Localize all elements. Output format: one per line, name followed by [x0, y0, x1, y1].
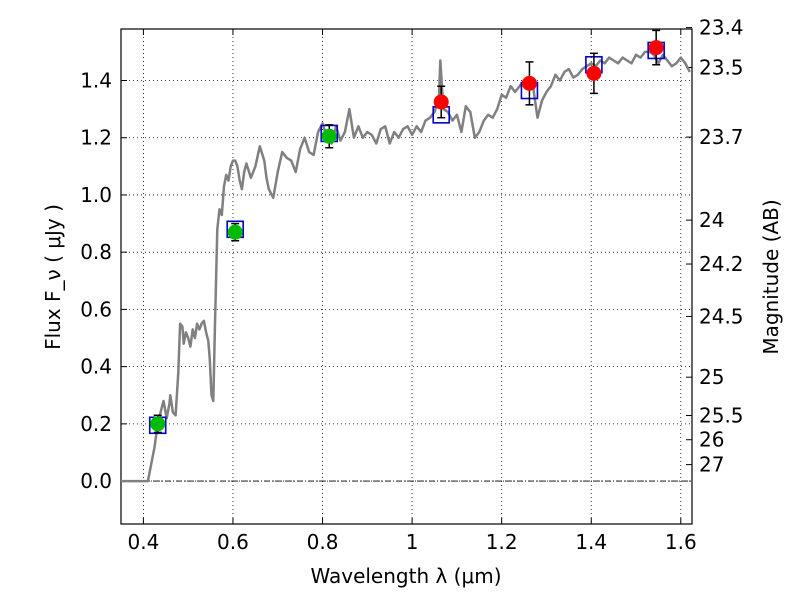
observed-flux-point-red: [433, 94, 449, 110]
y-axis-ticks: 0.0 0.2 0.4 0.6 0.8 1.0 1.2 1.4: [80, 69, 127, 493]
magnitude-tick-label: 24.2: [699, 252, 744, 276]
right-axis-label: Magnitude (AB): [759, 199, 783, 354]
magnitude-tick-label: 25: [699, 365, 724, 389]
magnitude-tick-label: 23.5: [699, 56, 744, 80]
x-tick-label: 0.6: [217, 530, 249, 554]
y-tick-label: 0.8: [80, 240, 112, 264]
x-axis-ticks: 0.4 0.6 0.8 1 1.2 1.4 1.6: [127, 29, 697, 554]
photometry-points: [148, 29, 665, 435]
model-spectrum-layer: [121, 50, 691, 483]
observed-flux-point-red: [521, 75, 537, 91]
y-tick-label: 1.2: [80, 126, 112, 150]
y-axis-label: Flux F_ν ( μJy ): [41, 204, 65, 350]
observed-flux-point-red: [648, 40, 664, 56]
x-tick-label: 1.4: [575, 530, 607, 554]
magnitude-tick-label: 23.7: [699, 125, 744, 149]
y-tick-label: 0.2: [80, 412, 112, 436]
y-tick-label: 0.6: [80, 297, 112, 321]
y-tick-label: 1.4: [80, 69, 112, 93]
model-spectrum-line: [121, 50, 691, 483]
y-tick-label: 1.0: [80, 183, 112, 207]
magnitude-tick-label: 27: [699, 453, 724, 477]
magnitude-tick-label: 25.5: [699, 404, 744, 428]
x-tick-label: 1: [406, 530, 419, 554]
x-tick-label: 1.6: [665, 530, 697, 554]
x-axis-label: Wavelength λ (μm): [310, 564, 501, 588]
plot-frame: [120, 28, 693, 525]
magnitude-tick-label: 23.4: [699, 16, 744, 40]
grid-lines: [121, 29, 692, 524]
observed-flux-point-green: [227, 224, 243, 240]
y-tick-label: 0.4: [80, 355, 112, 379]
observed-flux-point-green: [150, 416, 166, 432]
observed-flux-point-red: [586, 65, 602, 81]
magnitude-tick-label: 24: [699, 208, 724, 232]
x-tick-label: 1.2: [486, 530, 518, 554]
magnitude-tick-label: 24.5: [699, 304, 744, 328]
x-tick-label: 0.8: [307, 530, 339, 554]
axes: [120, 28, 693, 525]
y-tick-label: 0.0: [80, 469, 112, 493]
x-tick-label: 0.4: [127, 530, 159, 554]
observed-flux-point-green: [321, 128, 337, 144]
magnitude-tick-label: 26: [699, 428, 724, 452]
